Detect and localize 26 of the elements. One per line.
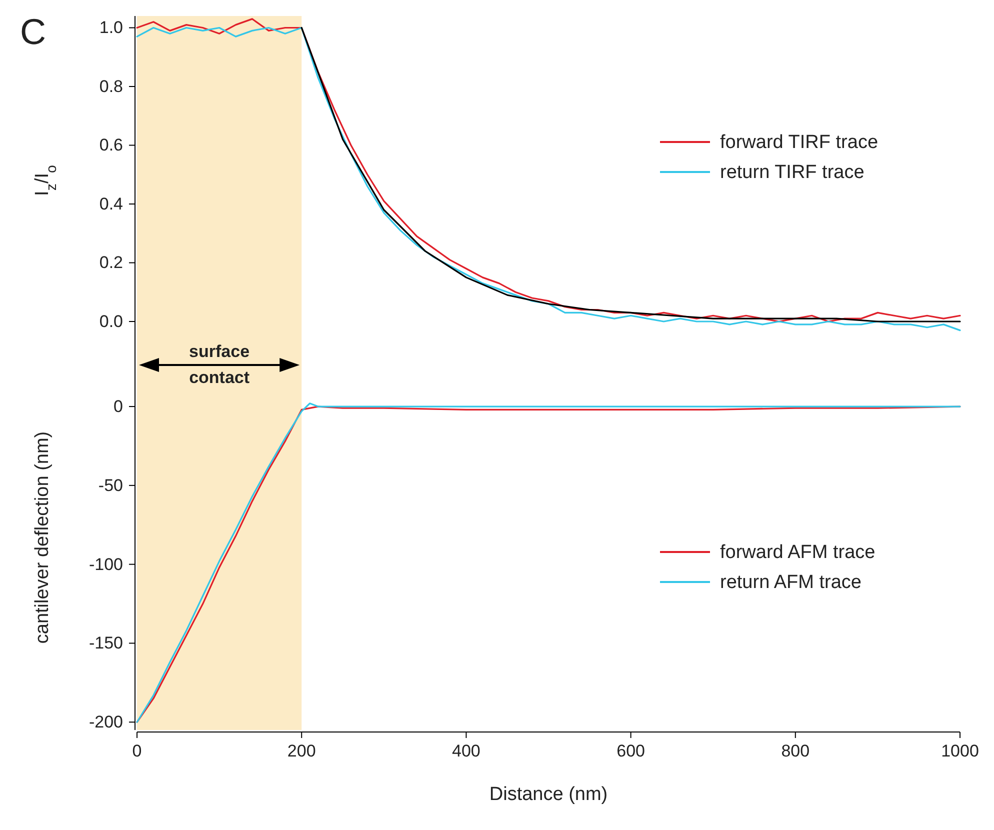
line-series — [300, 26, 961, 322]
y-tick-label: -150 — [88, 634, 123, 653]
x-tick-label: 600 — [616, 741, 645, 760]
x-tick-label: 400 — [452, 741, 480, 760]
y-tick-label: 0.0 — [99, 312, 123, 331]
legend-label: forward AFM trace — [720, 542, 876, 563]
y-tick-label: 0 — [114, 396, 123, 416]
annotation: surface contact — [189, 342, 250, 387]
x-tick-label: 800 — [781, 741, 810, 760]
y-tick-label: 0.4 — [99, 194, 123, 214]
y-tick-label: -50 — [98, 476, 123, 495]
text: C — [20, 11, 46, 52]
y-tick-label: 0.2 — [99, 253, 123, 272]
legend-label: return AFM trace — [720, 572, 862, 593]
y-tick-label: 0.8 — [99, 76, 123, 96]
x-tick-label: 1000 — [941, 741, 979, 760]
y-tick-label: 0.6 — [99, 136, 123, 155]
legend-label: forward TIRF trace — [720, 132, 878, 153]
y-tick-label: 1.0 — [99, 18, 123, 38]
y-tick-label: -100 — [88, 554, 123, 574]
x-tick-label: 0 — [132, 741, 142, 760]
legend-label: return TIRF trace — [720, 162, 864, 183]
x-tick-label: 200 — [287, 741, 316, 760]
y-axis-title: cantilever deflection (nm) — [32, 431, 53, 644]
x-axis-title: Distance (nm) — [489, 784, 608, 805]
y-tick-label: -200 — [88, 712, 123, 732]
